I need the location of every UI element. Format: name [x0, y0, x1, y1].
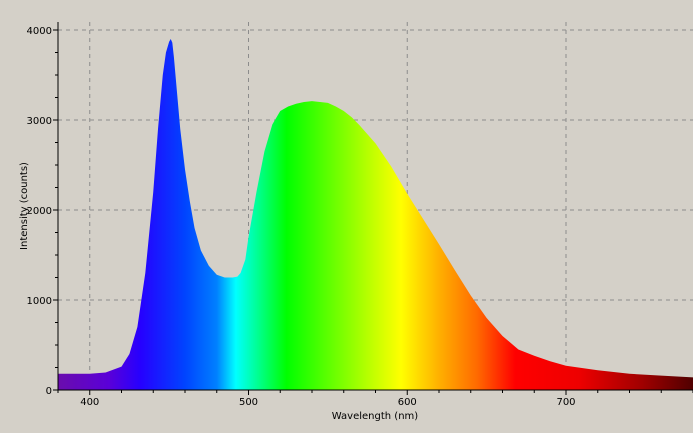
y-tick-label: 4000 [27, 26, 52, 37]
x-tick-label: 400 [80, 397, 99, 408]
spectrum-area [58, 39, 693, 390]
y-tick-label: 3000 [27, 116, 52, 127]
x-tick-labels: 400 500 600 700 [80, 397, 575, 408]
axes [53, 22, 693, 395]
y-tick-labels: 0 1000 2000 3000 4000 [27, 26, 52, 397]
x-tick-label: 700 [556, 397, 575, 408]
y-tick-label: 1000 [27, 296, 52, 307]
y-tick-label: 0 [46, 386, 52, 397]
x-tick-label: 500 [239, 397, 258, 408]
x-tick-label: 600 [398, 397, 417, 408]
y-axis-label: Intensity (counts) [19, 162, 30, 250]
y-tick-label: 2000 [27, 206, 52, 217]
x-axis-label: Wavelength (nm) [332, 411, 418, 422]
